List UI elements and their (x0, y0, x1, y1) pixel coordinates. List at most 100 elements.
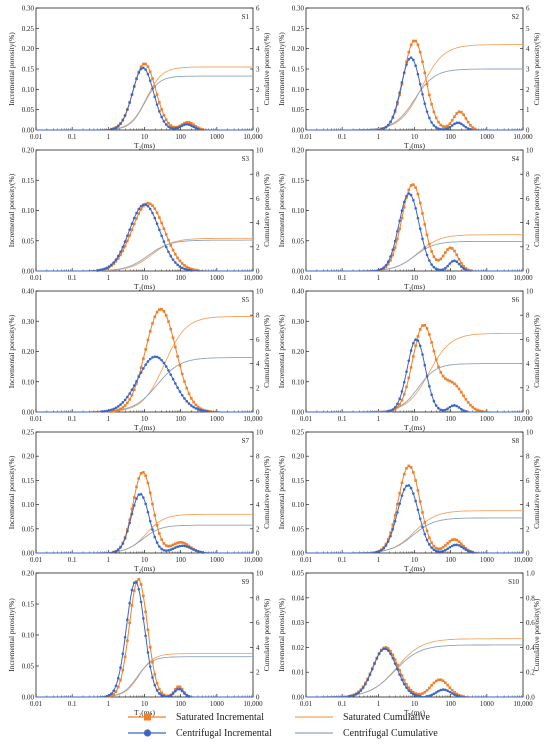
x-tick-label: 0.01 (30, 415, 43, 423)
x-tick-label: 0.1 (68, 133, 77, 141)
saturated-incremental-point (464, 117, 468, 120)
centrifugal-incremental-point (382, 127, 385, 130)
centrifugal-incremental-point (428, 694, 431, 698)
saturated-incremental-line (306, 324, 523, 413)
saturated-incremental-point (146, 201, 150, 205)
saturated-incremental-point (391, 253, 395, 257)
saturated-incremental-point (180, 687, 184, 691)
centrifugal-incremental-point (418, 82, 422, 86)
centrifugal-incremental-point (446, 127, 449, 130)
saturated-incremental-point (169, 243, 173, 247)
centrifugal-incremental-point (164, 549, 168, 552)
centrifugal-incremental-point (155, 541, 159, 544)
y2-tick-label: 10 (526, 429, 534, 437)
saturated-incremental-point (162, 542, 166, 545)
centrifugal-incremental-point (437, 407, 440, 410)
y2-axis-label: Cumulative porosity(%) (532, 598, 541, 671)
saturated-incremental-point (155, 681, 159, 685)
centrifugal-incremental-point (409, 56, 413, 59)
saturated-incremental-point (450, 538, 454, 542)
x-tick-label: 100 (445, 133, 456, 141)
saturated-incremental-point (444, 544, 447, 547)
x-axis-label: T₂(ms) (134, 141, 155, 150)
centrifugal-incremental-point (416, 508, 420, 512)
centrifugal-incremental-point (142, 203, 145, 206)
saturated-incremental-point (469, 124, 472, 127)
saturated-incremental-point (199, 127, 202, 131)
saturated-incremental-point (441, 254, 445, 258)
centrifugal-incremental-point (421, 525, 424, 529)
centrifugal-incremental-point (137, 587, 141, 591)
centrifugal-incremental-line (36, 67, 253, 131)
saturated-incremental-point (414, 479, 417, 482)
centrifugal-incremental-point (121, 119, 125, 122)
y2-tick-label: 2 (526, 86, 530, 94)
centrifugal-cumulative-line (36, 656, 253, 698)
saturated-incremental-point (430, 341, 433, 344)
y-tick-label: 0.01 (292, 669, 305, 677)
sample-label: S6 (512, 296, 520, 304)
x-tick-label: 0.1 (338, 133, 347, 141)
y2-axis-label: Cumulative porosity(%) (262, 598, 271, 671)
centrifugal-incremental-point (384, 647, 388, 651)
y2-tick-label: 0.4 (526, 644, 535, 652)
saturated-incremental-point (473, 407, 477, 411)
y2-tick-label: 0 (256, 409, 260, 417)
y2-tick-label: 8 (256, 453, 260, 461)
legend-circle-marker (143, 729, 152, 737)
saturated-incremental-point (196, 405, 200, 409)
y2-tick-label: 8 (526, 312, 530, 320)
saturated-incremental-point (386, 537, 390, 541)
centrifugal-incremental-point (457, 262, 461, 266)
centrifugal-incremental-point (148, 207, 152, 211)
centrifugal-incremental-point (128, 392, 131, 395)
saturated-incremental-point (192, 400, 195, 404)
centrifugal-incremental-point (169, 694, 173, 697)
y2-tick-label: 10 (526, 147, 534, 155)
saturated-incremental-point (199, 407, 202, 410)
saturated-incremental-point (139, 366, 143, 369)
y-tick-label: 0.00 (292, 268, 305, 276)
saturated-incremental-point (430, 102, 433, 106)
centrifugal-incremental-point (441, 128, 445, 131)
saturated-incremental-point (194, 268, 198, 272)
x-tick-label: 0.01 (30, 133, 43, 141)
y-tick-label: 0.30 (292, 5, 305, 13)
centrifugal-incremental-point (155, 689, 159, 692)
y2-tick-label: 0 (256, 694, 260, 702)
centrifugal-incremental-point (114, 258, 118, 261)
centrifugal-incremental-point (393, 662, 397, 665)
y-tick-label: 0.03 (292, 619, 305, 627)
centrifugal-incremental-point (146, 204, 150, 208)
saturated-cumulative-line (36, 653, 253, 698)
saturated-incremental-point (402, 678, 406, 682)
saturated-incremental-point (464, 267, 468, 270)
centrifugal-incremental-point (414, 206, 417, 210)
centrifugal-incremental-point (471, 551, 475, 554)
centrifugal-incremental-point (444, 266, 447, 270)
y-tick-label: 0.20 (22, 147, 35, 155)
x-tick-label: 0.1 (338, 556, 347, 564)
centrifugal-incremental-point (185, 122, 189, 126)
saturated-incremental-point (430, 684, 433, 687)
saturated-incremental-point (398, 403, 401, 406)
saturated-incremental-point (448, 379, 452, 383)
saturated-incremental-point (428, 93, 431, 97)
saturated-incremental-point (151, 77, 154, 80)
centrifugal-incremental-point (121, 652, 125, 656)
centrifugal-incremental-point (462, 409, 465, 412)
centrifugal-incremental-point (199, 408, 202, 412)
centrifugal-incremental-point (162, 361, 166, 365)
saturated-incremental-point (409, 184, 413, 187)
centrifugal-incremental-point (174, 546, 177, 549)
saturated-incremental-point (418, 50, 422, 54)
saturated-incremental-point (418, 692, 422, 696)
saturated-cumulative-line (306, 44, 523, 131)
centrifugal-incremental-point (128, 228, 131, 232)
centrifugal-incremental-point (441, 268, 445, 271)
centrifugal-incremental-point (187, 695, 191, 698)
centrifugal-incremental-point (418, 227, 422, 230)
y-tick-label: 0.10 (22, 632, 35, 640)
saturated-incremental-point (164, 314, 168, 317)
centrifugal-incremental-point (187, 546, 191, 549)
